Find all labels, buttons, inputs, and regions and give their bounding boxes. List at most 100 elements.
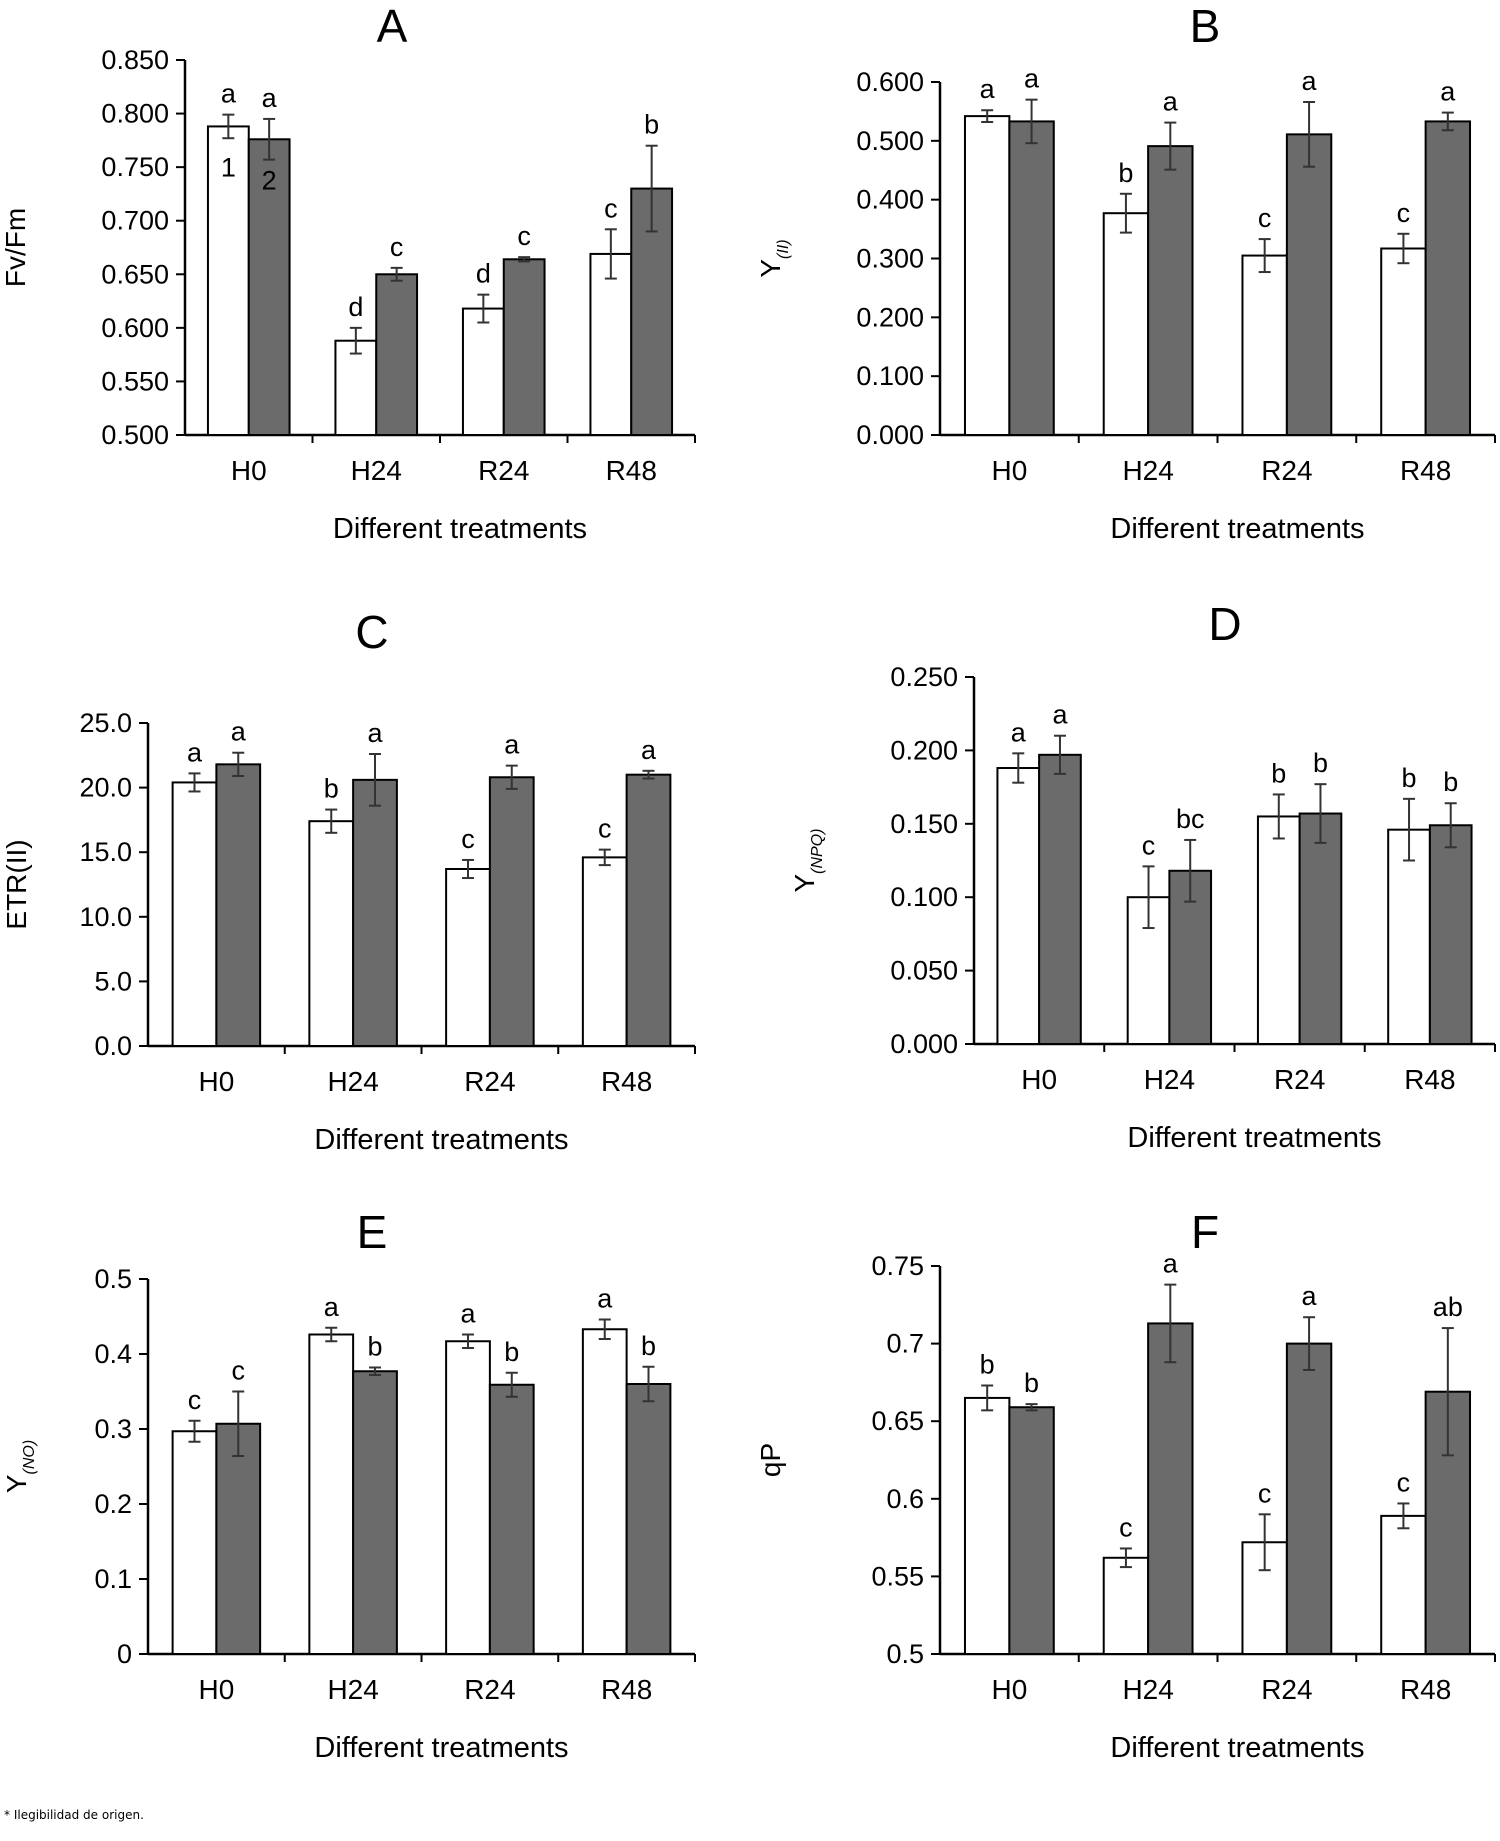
bar-b-h24-s1	[1102, 212, 1150, 436]
significance-letter: a	[597, 1284, 613, 1314]
y-axis-label-subscript: (II)	[775, 239, 792, 259]
y-tick-label: 0	[117, 1639, 132, 1669]
panel-title: E	[357, 1206, 388, 1258]
significance-letter: b	[1313, 748, 1328, 778]
significance-letter: a	[1163, 1249, 1179, 1279]
x-tick-label: H24	[327, 1674, 378, 1705]
bar-c-h0-s2	[215, 763, 262, 1047]
x-tick-label: R48	[606, 455, 657, 486]
bar-a-h24-s2	[375, 273, 419, 436]
y-axis-label-main: qP	[755, 1443, 786, 1477]
bar-b-h24-s2	[1147, 145, 1194, 436]
significance-letter: c	[604, 193, 618, 223]
significance-letter: c	[1397, 198, 1411, 228]
y-tick-label: 5.0	[94, 966, 132, 996]
significance-letter: b	[1024, 1368, 1039, 1398]
y-tick-label: 0.500	[856, 126, 924, 156]
y-tick-label: 0.100	[856, 361, 924, 391]
y-tick-label: 0.55	[871, 1561, 924, 1591]
bar-b-r48-s2	[1424, 120, 1472, 436]
bar-b-h0-s1	[963, 115, 1011, 437]
significance-letter: a	[262, 83, 278, 113]
bar-e-h0-s1	[171, 1430, 218, 1655]
significance-letter: a	[231, 717, 247, 747]
y-tick-label: 0.65	[871, 1406, 924, 1436]
y-tick-label: 0.550	[101, 366, 169, 396]
y-tick-label: 0.3	[94, 1414, 132, 1444]
significance-letter: a	[1163, 87, 1179, 117]
x-axis-label: Different treatments	[1110, 513, 1364, 545]
y-axis-label: qP	[755, 1443, 786, 1477]
significance-letter: c	[461, 824, 475, 854]
panel-title: F	[1191, 1206, 1219, 1258]
bar-f-h24-s1	[1102, 1556, 1150, 1655]
significance-letter: b	[324, 774, 339, 804]
significance-letter: a	[980, 74, 996, 104]
significance-letter: b	[1443, 767, 1458, 797]
bar-a-r24-s2	[502, 258, 546, 436]
x-tick-label: H24	[351, 455, 402, 486]
footnote: * Ilegibilidad de origen.	[4, 1808, 144, 1822]
y-tick-label: 20.0	[79, 773, 132, 803]
bar-f-r48-s1	[1380, 1514, 1427, 1655]
bar-c-h24-s2	[352, 778, 398, 1048]
chart-panel-e: E 0 0.1 0.2 0.3 0.4 0.5 Y(NO) Different treatmen…	[1, 1206, 696, 1764]
y-tick-label: 0.800	[101, 99, 169, 129]
bar-b-r24-s2	[1285, 133, 1333, 436]
significance-letter: b	[980, 1350, 995, 1380]
x-tick-label: H24	[1144, 1064, 1195, 1095]
x-axis-label: Different treatments	[1110, 1732, 1364, 1764]
significance-letter: a	[1302, 66, 1318, 96]
series-marker: 2	[262, 165, 277, 195]
y-tick-label: 0.850	[101, 45, 169, 75]
bar-b-r24-s1	[1241, 254, 1288, 436]
y-axis-label-main: Y	[1, 1474, 32, 1493]
y-tick-label: 0.500	[101, 420, 169, 450]
bar-e-r48-s2	[625, 1383, 672, 1655]
x-tick-label: H24	[327, 1066, 378, 1097]
bar-d-r48-s1	[1387, 828, 1431, 1045]
significance-letter: b	[1271, 758, 1286, 788]
y-tick-label: 15.0	[79, 837, 132, 867]
bar-f-r24-s2	[1285, 1342, 1333, 1655]
y-tick-label: 0.0	[94, 1031, 132, 1061]
bar-c-r48-s2	[625, 773, 672, 1047]
x-axis-label: Different treatments	[314, 1124, 568, 1156]
significance-letter: a	[221, 79, 237, 109]
significance-letter: c	[1397, 1467, 1411, 1497]
x-tick-label: R24	[464, 1066, 515, 1097]
significance-letter: a	[1440, 77, 1456, 107]
significance-letter: c	[598, 814, 612, 844]
y-tick-label: 0.400	[856, 185, 924, 215]
bar-c-r24-s1	[445, 867, 491, 1047]
significance-letter: a	[1024, 64, 1040, 94]
bar-d-h0-s2	[1038, 753, 1082, 1046]
significance-letter: c	[1258, 203, 1272, 233]
x-tick-label: R48	[601, 1674, 652, 1705]
x-axis-label: Different treatments	[314, 1732, 568, 1764]
x-tick-label: R24	[1274, 1064, 1325, 1095]
chart-panel-c: C 0.0 5.0 10.0 15.0 20.0 25.0 ETR(II) Different …	[1, 606, 696, 1156]
significance-letter: c	[188, 1385, 202, 1415]
panel-title: D	[1208, 598, 1241, 650]
bar-b-h0-s2	[1008, 120, 1055, 436]
significance-letter: b	[1402, 763, 1417, 793]
y-axis-label-main: Fv/Fm	[0, 208, 31, 287]
x-tick-label: R48	[1404, 1064, 1455, 1095]
y-tick-label: 25.0	[79, 708, 132, 738]
significance-letter: c	[1142, 830, 1156, 860]
significance-letter: a	[367, 718, 383, 748]
x-axis-label: Different treatments	[1127, 1122, 1381, 1154]
x-tick-label: R24	[1261, 455, 1312, 486]
x-tick-label: R24	[478, 455, 529, 486]
bar-a-r24-s1	[461, 307, 505, 437]
x-tick-label: H0	[1021, 1064, 1057, 1095]
bar-f-h24-s2	[1147, 1322, 1194, 1655]
y-tick-label: 0.050	[890, 956, 958, 986]
y-tick-label: 0.750	[101, 152, 169, 182]
significance-letter: a	[460, 1299, 476, 1329]
bar-a-h24-s1	[334, 339, 378, 437]
significance-letter: c	[232, 1356, 246, 1386]
panel-title: C	[355, 606, 388, 658]
